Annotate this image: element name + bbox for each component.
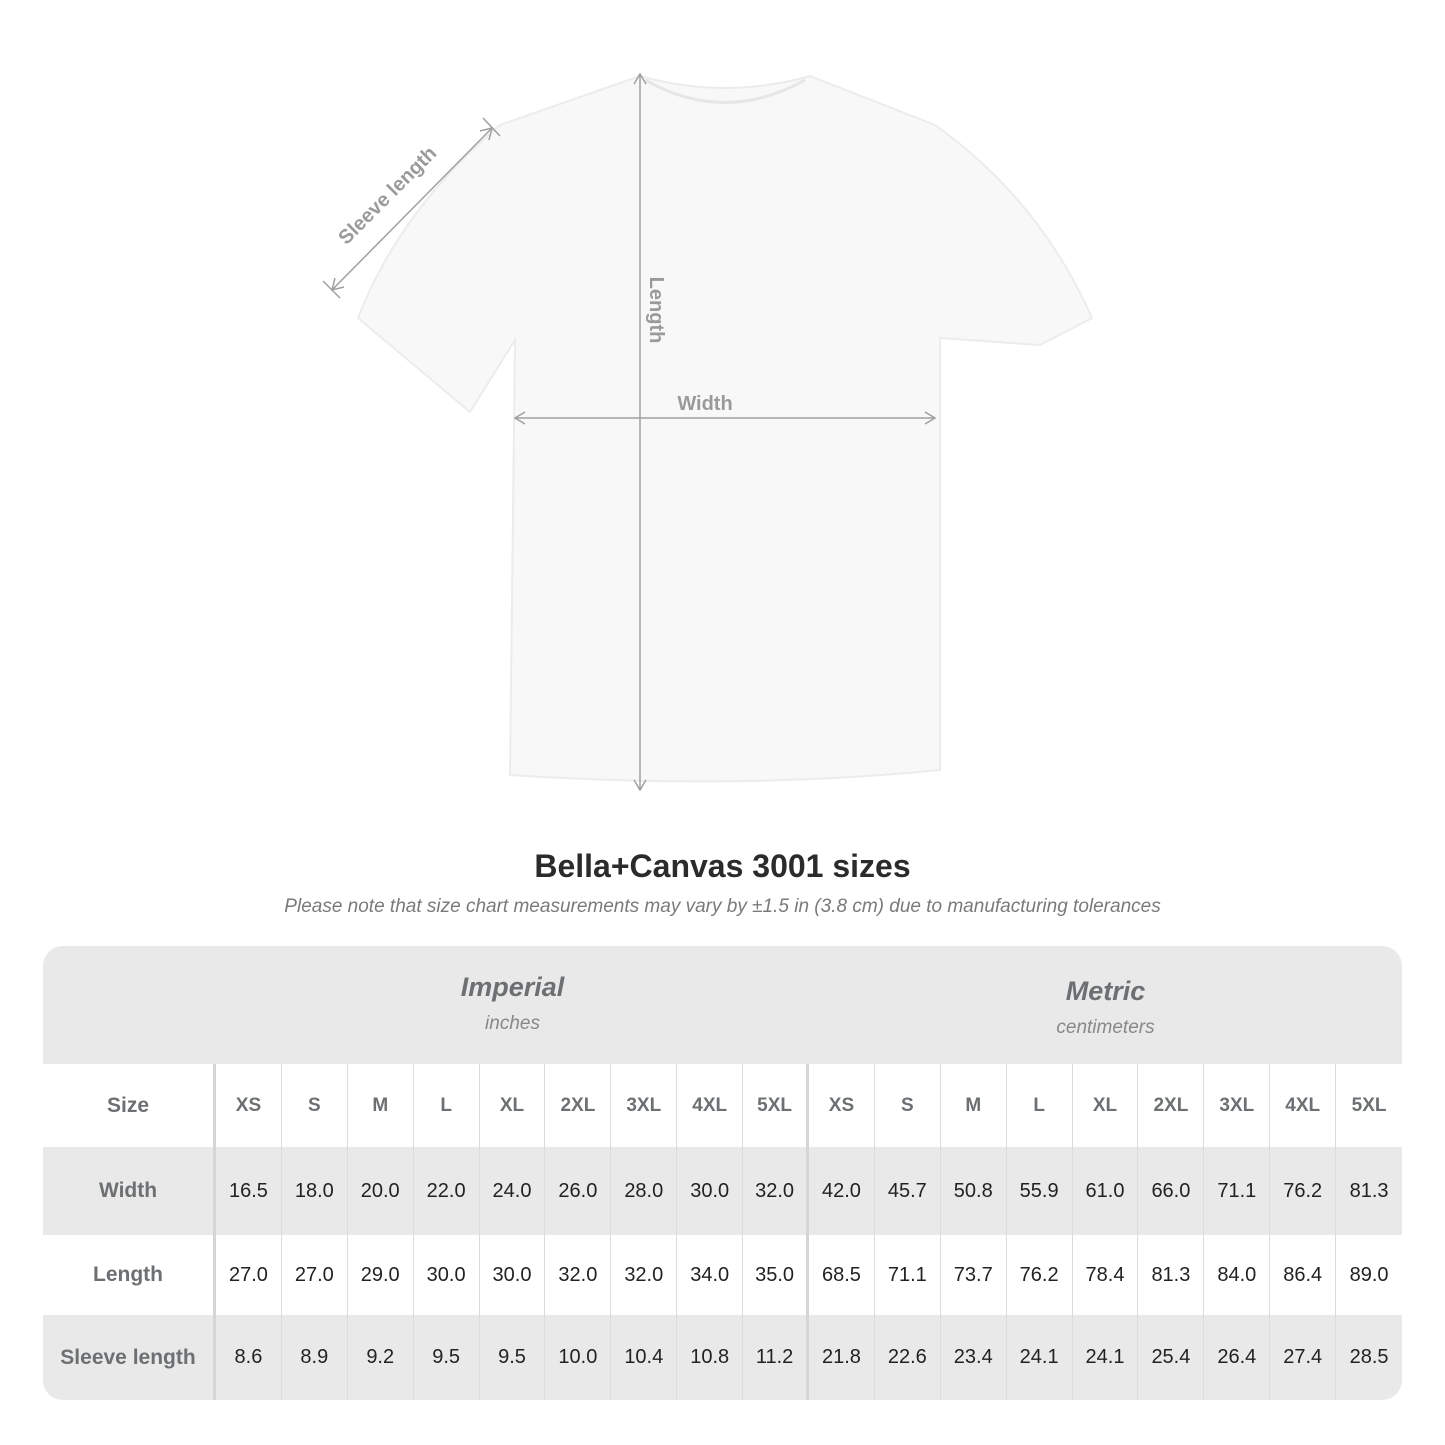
value-cell: 78.4: [1073, 1235, 1139, 1315]
value-cell: 68.5: [809, 1235, 875, 1315]
value-cell: 11.2: [743, 1315, 810, 1400]
value-cell: 55.9: [1007, 1147, 1073, 1235]
imperial-title: Imperial: [460, 972, 565, 1002]
table-row: Sleeve length 8.6 8.9 9.2 9.5 9.5 10.0 10.4 10.8…: [43, 1315, 1402, 1400]
metric-unit: centimeters: [1056, 1017, 1155, 1038]
value-cell: 10.4: [611, 1315, 678, 1400]
value-cell: 9.2: [348, 1315, 414, 1400]
value-cell: 32.0: [743, 1147, 810, 1235]
tshirt-shape: [356, 74, 1094, 783]
value-cell: 34.0: [677, 1235, 744, 1315]
size-cell: M: [941, 1064, 1007, 1147]
value-cell: 61.0: [1073, 1147, 1139, 1235]
value-cell: 10.0: [545, 1315, 612, 1400]
value-cell: 16.5: [216, 1147, 282, 1235]
tolerance-note: Please note that size chart measurements…: [284, 896, 1161, 917]
size-cell: L: [1007, 1064, 1073, 1147]
chart-title: Bella+Canvas 3001 sizes: [534, 848, 911, 884]
value-cell: 45.7: [875, 1147, 941, 1235]
metric-title: Metric: [1065, 976, 1146, 1006]
value-cell: 8.9: [282, 1315, 348, 1400]
value-cell: 24.0: [480, 1147, 546, 1235]
value-cell: 28.0: [611, 1147, 678, 1235]
value-cell: 89.0: [1349, 1263, 1389, 1286]
row-label: Width: [43, 1147, 216, 1235]
imperial-header: Imperial inches: [216, 946, 809, 1064]
size-cell: 2XL: [545, 1064, 612, 1147]
value-cell: 35.0: [743, 1235, 810, 1315]
size-cell: M: [348, 1064, 414, 1147]
value-cell: 27.0: [216, 1235, 282, 1315]
value-cell: 9.5: [414, 1315, 480, 1400]
size-cell: S: [875, 1064, 941, 1147]
value-cell: 26.4: [1204, 1315, 1271, 1400]
value-cell: 24.1: [1073, 1315, 1139, 1400]
value-cell: 30.0: [677, 1147, 744, 1235]
value-cell: 42.0: [809, 1147, 875, 1235]
size-table: Imperial inches Metric centimeters Size X…: [43, 946, 1402, 1400]
row-label: Sleeve length: [43, 1315, 216, 1400]
value-cell: 27.4: [1270, 1315, 1337, 1400]
value-cell: 8.6: [216, 1315, 282, 1400]
value-cell: 76.2: [1270, 1147, 1337, 1235]
value-cell: 9.5: [480, 1315, 546, 1400]
metric-header: Metric centimeters: [809, 950, 1402, 1068]
value-cell: 32.0: [611, 1235, 678, 1315]
value-cell: 23.4: [941, 1315, 1007, 1400]
value-cell: 81.3: [1138, 1235, 1205, 1315]
size-cell: 3XL: [1204, 1064, 1271, 1147]
size-cell: 3XL: [611, 1064, 678, 1147]
size-cell: 4XL: [677, 1064, 744, 1147]
row-label: Length: [43, 1235, 216, 1315]
value-cell: 22.6: [875, 1315, 941, 1400]
value-cell: 76.2: [1007, 1235, 1073, 1315]
size-cell: 5XL: [743, 1064, 810, 1147]
value-cell: 24.1: [1007, 1315, 1073, 1400]
size-cell: 4XL: [1270, 1064, 1337, 1147]
value-cell: 22.0: [414, 1147, 480, 1235]
value-cell: 50.8: [941, 1147, 1007, 1235]
value-cell: 27.0: [282, 1235, 348, 1315]
value-cell: 25.4: [1138, 1315, 1205, 1400]
size-cell: 5XL: [1351, 1094, 1387, 1116]
value-cell: 86.4: [1270, 1235, 1337, 1315]
value-cell: 73.7: [941, 1235, 1007, 1315]
table-row: Width 16.5 18.0 20.0 22.0 24.0 26.0 28.0 30.0 32.…: [43, 1147, 1402, 1235]
sleeve-arrow: [331, 127, 493, 291]
value-cell: 66.0: [1138, 1147, 1205, 1235]
size-header-row: Size XS S M L XL 2XL 3XL 4XL 5XL XS S M L XL 2XL 3XL 4XL 5…: [43, 1064, 1402, 1147]
value-cell: 71.1: [875, 1235, 941, 1315]
value-cell: 28.5: [1349, 1346, 1389, 1368]
size-cell: XS: [809, 1064, 875, 1147]
size-cell: XS: [216, 1064, 282, 1147]
value-cell: 29.0: [348, 1235, 414, 1315]
row-label: Size: [43, 1064, 216, 1147]
size-cell: 2XL: [1138, 1064, 1205, 1147]
imperial-unit: inches: [485, 1013, 540, 1034]
width-label: Width: [677, 393, 732, 415]
value-cell: 84.0: [1204, 1235, 1271, 1315]
value-cell: 10.8: [677, 1315, 744, 1400]
value-cell: 30.0: [414, 1235, 480, 1315]
value-cell: 18.0: [282, 1147, 348, 1235]
size-cell: XL: [480, 1064, 546, 1147]
value-cell: 81.3: [1349, 1179, 1389, 1202]
tshirt-diagram: Sleeve length Length Width: [322, 72, 1094, 792]
size-cell: L: [414, 1064, 480, 1147]
value-cell: 30.0: [480, 1235, 546, 1315]
value-cell: 26.0: [545, 1147, 612, 1235]
length-label: Length: [645, 277, 667, 344]
size-cell: XL: [1073, 1064, 1139, 1147]
value-cell: 71.1: [1204, 1147, 1271, 1235]
value-cell: 21.8: [809, 1315, 875, 1400]
value-cell: 20.0: [348, 1147, 414, 1235]
table-row: Length 27.0 27.0 29.0 30.0 30.0 32.0 32.0 34.0 35…: [43, 1235, 1402, 1315]
value-cell: 32.0: [545, 1235, 612, 1315]
size-cell: S: [282, 1064, 348, 1147]
